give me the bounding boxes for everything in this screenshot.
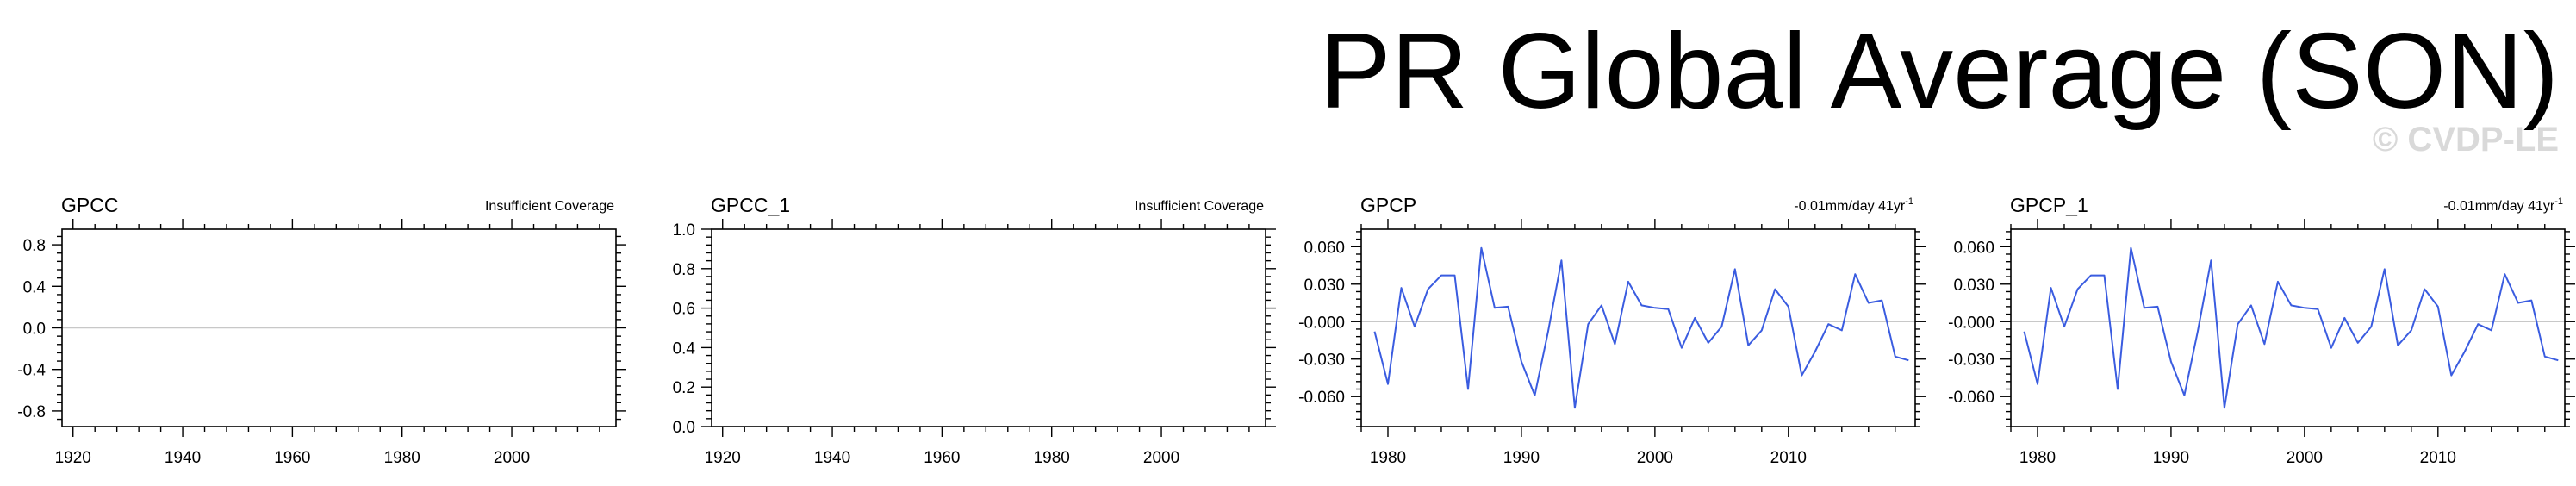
x-tick-label: 1980 bbox=[1034, 449, 1070, 467]
chart-panel-3: 1980 1990 2000 2010 0.060 0.030 -0.000 -0.030 -0… bbox=[1298, 194, 1926, 467]
x-tick-label: 1940 bbox=[814, 449, 850, 467]
panel-title: GPCC bbox=[61, 194, 118, 216]
chart-panel-1: 1920 1940 1960 1980 2000 0.8 0.4 0.0 -0.4 -0.8 GPC… bbox=[17, 194, 626, 467]
x-tick-label: 1940 bbox=[165, 449, 201, 467]
figure-title: PR Global Average (SON) bbox=[1319, 12, 2559, 131]
panel-title: GPCP bbox=[1360, 194, 1416, 216]
watermark: © CVDP-LE bbox=[2372, 121, 2559, 159]
plot-frame bbox=[2010, 228, 2566, 427]
x-tick-label: 1990 bbox=[1503, 449, 1540, 467]
x-tick-label: 2010 bbox=[1770, 449, 1807, 467]
panel-annotation: -0.01mm/day 41yr-1 bbox=[1794, 196, 1913, 214]
panel-annotation: Insufficient Coverage bbox=[1135, 199, 1264, 214]
y-tick-label: 0.6 bbox=[673, 301, 695, 319]
x-tick-label: 1920 bbox=[705, 449, 741, 467]
plot-frame bbox=[711, 228, 1266, 427]
y-tick-label: 0.8 bbox=[673, 261, 695, 279]
y-tick-label: -0.060 bbox=[1298, 389, 1345, 407]
y-tick-label: 0.0 bbox=[23, 321, 46, 339]
chart-panel-2: 1920 1940 1960 1980 2000 1.0 0.8 0.6 0.4 0.2 0.0 GP… bbox=[673, 194, 1276, 467]
x-tick-label: 1960 bbox=[274, 449, 310, 467]
y-tick-label: 0.030 bbox=[1953, 277, 1994, 295]
x-tick-label: 1960 bbox=[924, 449, 960, 467]
panel-title: GPCC_1 bbox=[711, 194, 790, 216]
y-tick-label: 1.0 bbox=[673, 221, 695, 240]
annotation-superscript: -1 bbox=[2554, 196, 2563, 207]
y-tick-label: -0.4 bbox=[17, 362, 46, 380]
x-tick-label: 2000 bbox=[1637, 449, 1673, 467]
y-tick-label: -0.030 bbox=[1298, 352, 1345, 370]
x-tick-label: 2000 bbox=[494, 449, 530, 467]
y-tick-label: -0.030 bbox=[1948, 352, 1994, 370]
annotation-superscript: -1 bbox=[1905, 196, 1913, 207]
annotation-text: Insufficient Coverage bbox=[1135, 199, 1264, 214]
y-tick-label: 0.060 bbox=[1953, 239, 1994, 257]
panel-annotation: Insufficient Coverage bbox=[485, 199, 614, 214]
y-tick-label: 0.4 bbox=[23, 278, 47, 296]
series-line bbox=[2023, 246, 2559, 409]
x-tick-label: 1920 bbox=[55, 449, 91, 467]
y-tick-label: 0.0 bbox=[673, 419, 695, 437]
chart-panel-4: 1980 1990 2000 2010 0.060 0.030 -0.000 -0.030 -0… bbox=[1948, 194, 2575, 467]
panel-annotation: -0.01mm/day 41yr-1 bbox=[2443, 196, 2563, 214]
x-tick-label: 1980 bbox=[384, 449, 420, 467]
x-tick-label: 2010 bbox=[2420, 449, 2456, 467]
y-tick-label: -0.060 bbox=[1948, 389, 1994, 407]
panel-title: GPCP_1 bbox=[2010, 194, 2088, 216]
y-tick-label: -0.8 bbox=[17, 403, 46, 421]
y-tick-label: 0.4 bbox=[673, 340, 696, 358]
series-line bbox=[1373, 246, 1909, 409]
x-tick-label: 1990 bbox=[2153, 449, 2189, 467]
x-tick-label: 2000 bbox=[2287, 449, 2323, 467]
y-tick-label: 0.2 bbox=[673, 379, 695, 397]
x-tick-label: 1980 bbox=[2019, 449, 2056, 467]
x-tick-label: 1980 bbox=[1370, 449, 1406, 467]
y-tick-label: 0.8 bbox=[23, 237, 46, 255]
annotation-text: -0.01mm/day 41yr bbox=[2443, 199, 2555, 214]
y-tick-label: -0.000 bbox=[1298, 314, 1345, 332]
x-tick-label: 2000 bbox=[1143, 449, 1179, 467]
annotation-text: -0.01mm/day 41yr bbox=[1794, 199, 1906, 214]
y-tick-label: 0.030 bbox=[1304, 277, 1345, 295]
y-tick-label: 0.060 bbox=[1304, 239, 1345, 257]
annotation-text: Insufficient Coverage bbox=[485, 199, 614, 214]
plot-frame bbox=[1360, 228, 1916, 427]
y-tick-label: -0.000 bbox=[1948, 314, 1994, 332]
